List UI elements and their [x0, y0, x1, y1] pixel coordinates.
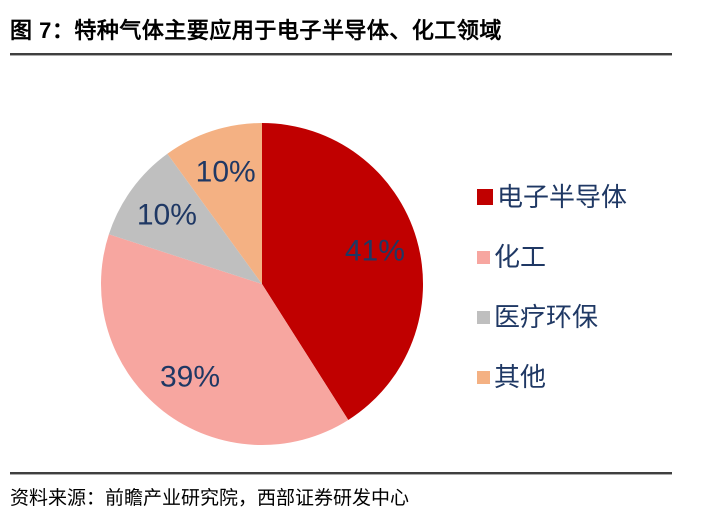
legend-item: 医疗环保: [477, 303, 627, 331]
pie-slice-label: 10%: [196, 156, 256, 189]
legend-swatch-electronics-semiconductor: [477, 189, 493, 205]
pie-slice-label: 41%: [345, 235, 405, 268]
pie-slice: [100, 234, 349, 446]
legend-item: 其他: [477, 363, 627, 391]
figure-title: 图 7：特种气体主要应用于电子半导体、化工领域: [10, 18, 502, 43]
legend-label: 化工: [494, 242, 547, 272]
legend-label: 电子半导体: [497, 182, 628, 212]
legend: 电子半导体 化工 医疗环保 其他: [477, 183, 627, 391]
legend-swatch-medical-environmental: [477, 310, 490, 324]
legend-label: 医疗环保: [494, 302, 599, 332]
pie-slice: [108, 153, 262, 284]
legend-swatch-chemical: [477, 250, 490, 264]
pie-slice: [262, 123, 424, 420]
legend-item: 电子半导体: [477, 183, 627, 211]
pie-slice-label: 10%: [137, 198, 197, 231]
legend-label: 其他: [494, 362, 547, 392]
pie-slice-label: 39%: [160, 360, 220, 393]
legend-item: 化工: [477, 243, 627, 271]
footer-divider: [10, 472, 672, 475]
source-note: 资料来源：前瞻产业研究院，西部证券研发中心: [10, 488, 410, 509]
legend-swatch-other: [477, 370, 490, 384]
pie-slice: [167, 123, 262, 284]
title-divider: [10, 53, 672, 56]
